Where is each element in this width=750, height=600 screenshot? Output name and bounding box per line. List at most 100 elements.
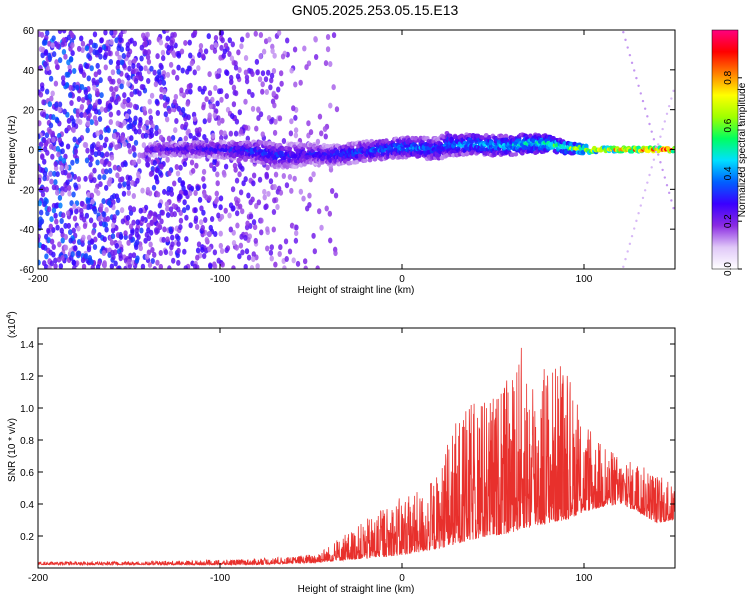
heatmap-cell	[201, 168, 207, 175]
heatmap-cell	[152, 153, 158, 158]
heatmap-cell	[200, 53, 206, 60]
heatmap-cell	[264, 203, 269, 210]
heatmap-cell	[80, 46, 85, 53]
heatmap-cell	[54, 202, 59, 209]
heatmap-cell	[238, 189, 244, 196]
heatmap-cell	[162, 188, 167, 195]
heatmap-cell	[110, 69, 116, 76]
heatmap-cell	[102, 262, 108, 269]
heatmap-cell	[630, 61, 634, 65]
heatmap-cell	[156, 213, 162, 220]
heatmap-cell	[212, 159, 217, 166]
heatmap-cell	[503, 133, 509, 139]
heatmap-cell	[66, 117, 72, 124]
heatmap-cell	[209, 216, 215, 223]
heatmap-cell	[133, 115, 138, 122]
heatmap-cell	[231, 229, 236, 236]
heatmap-cell	[298, 188, 304, 195]
heatmap-cell	[279, 150, 284, 156]
heatmap-cell	[108, 142, 114, 149]
heatmap-cell	[185, 100, 190, 107]
heatmap-cell	[140, 187, 145, 194]
heatmap-cell	[72, 136, 77, 143]
heatmap-cell	[61, 30, 67, 34]
heatmap-cell	[257, 176, 263, 183]
heatmap-cell	[47, 128, 53, 135]
heatmap-cell	[176, 259, 181, 266]
heatmap-cell	[113, 260, 118, 267]
heatmap-cell	[67, 190, 72, 197]
heatmap-cell	[138, 65, 144, 72]
heatmap-cell	[187, 39, 192, 46]
heatmap-cell	[60, 41, 65, 48]
heatmap-cell	[102, 174, 107, 181]
heatmap-cell	[107, 75, 112, 82]
heatmap-cell	[81, 234, 86, 241]
heatmap-cell	[144, 253, 150, 260]
colorbar-tick-label: 0.6	[723, 118, 734, 132]
heatmap-cell	[244, 248, 250, 255]
heatmap-cell	[215, 171, 220, 178]
heatmap-cell	[657, 143, 660, 146]
heatmap-cell	[333, 192, 339, 199]
heatmap-cell	[74, 208, 79, 215]
heatmap-cell	[154, 124, 159, 131]
heatmap-cell	[109, 154, 115, 161]
heatmap-cell	[168, 226, 173, 233]
snr-y-tick-label: 0.8	[20, 436, 34, 447]
heatmap-cell	[176, 235, 181, 242]
heatmap-cell	[245, 32, 250, 39]
heatmap-cell	[287, 174, 293, 181]
heatmap-cell	[134, 231, 140, 238]
heatmap-cell	[115, 209, 120, 216]
heatmap-cell	[86, 191, 91, 198]
heatmap-cell	[215, 180, 220, 187]
heatmap-cell	[221, 140, 227, 145]
heatmap-cell	[181, 185, 186, 192]
heatmap-cell	[189, 159, 195, 166]
heatmap-cell	[64, 164, 69, 171]
heatmap-cell	[126, 239, 131, 246]
heatmap-cell	[158, 170, 163, 177]
heatmap-cell	[77, 118, 83, 125]
heatmap-cell	[165, 205, 170, 212]
heatmap-cell	[63, 53, 68, 60]
heatmap-cell	[256, 115, 261, 122]
heatmap-cell	[156, 69, 162, 76]
heatmap-cell	[148, 241, 153, 248]
colorbar-tick-label: 0.8	[723, 70, 734, 84]
heatmap-cell	[109, 96, 115, 103]
heatmap-cell	[101, 44, 107, 51]
heatmap-cell	[143, 49, 148, 56]
heatmap-cell	[277, 250, 282, 257]
heatmap-cell	[277, 115, 283, 122]
snr-y-tick-label: 0.6	[20, 468, 34, 479]
heatmap-cell	[46, 206, 52, 213]
heatmap-cell	[220, 117, 225, 124]
heatmap-cell	[204, 137, 209, 144]
heatmap-cell	[165, 30, 170, 34]
heatmap-cell	[259, 229, 264, 236]
heatmap-cell	[650, 166, 653, 169]
heatmap-cell	[252, 224, 258, 231]
heatmap-cell	[179, 48, 185, 55]
heatmap-cell	[177, 193, 182, 200]
heatmap-cell	[49, 178, 54, 185]
heatmap-cell	[234, 200, 240, 207]
colorbar-tick-label: 0.2	[723, 214, 734, 228]
heatmap-cell	[196, 65, 201, 72]
snr-frame	[37, 327, 676, 569]
heatmap-cell	[127, 175, 133, 182]
heatmap-cell	[667, 191, 671, 195]
heatmap-cell	[111, 78, 116, 85]
heatmap-cell	[41, 111, 47, 118]
spectrogram-y-tick-label: -20	[20, 185, 35, 196]
heatmap-cell	[258, 53, 263, 60]
heatmap-cell	[178, 164, 183, 171]
heatmap-cell	[60, 148, 65, 155]
snr-y-ticks: 0.2 0.4 0.6 0.8 1.0 1.2 1.4	[20, 340, 675, 543]
heatmap-cell	[150, 258, 155, 265]
heatmap-cell	[234, 244, 239, 251]
heatmap-cell	[659, 135, 662, 138]
heatmap-cell	[145, 54, 151, 61]
